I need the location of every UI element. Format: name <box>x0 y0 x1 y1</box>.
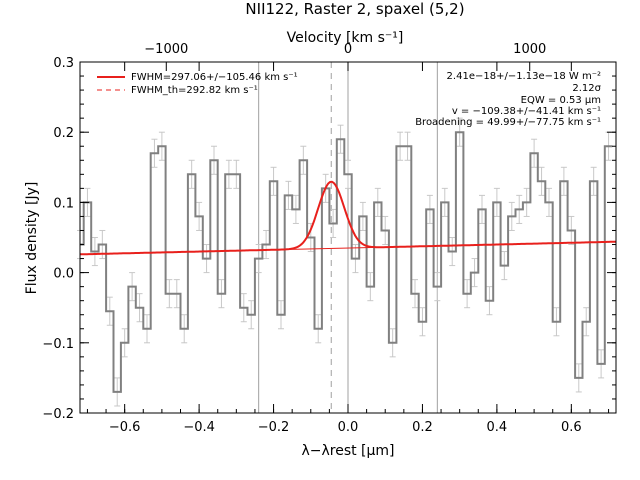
y-tick-label: 0.0 <box>53 267 74 282</box>
y-tick-label: −0.2 <box>42 407 74 422</box>
chart-title: NII122, Raster 2, spaxel (5,2) <box>245 0 464 18</box>
y-tick-label: −0.1 <box>42 337 74 352</box>
top-tick-label: 0 <box>344 42 352 57</box>
annotation-sigma: 2.12σ <box>572 83 601 94</box>
annotations: 2.41e−18+/−1.13e−18 W m⁻² 2.12σ EQW = 0.… <box>415 71 601 128</box>
annotation-eqw: EQW = 0.53 μm <box>521 95 601 106</box>
axes: −0.6 −0.4 −0.2 0.0 0.2 0.4 0.6 −1000 0 1000 −0.2 −0… <box>42 42 617 435</box>
top-axis-title: Velocity [km s⁻¹] <box>287 30 404 46</box>
legend-item-fwhm-th: FWHM_th=292.82 km s⁻¹ <box>131 85 258 96</box>
annotation-broadening: Broadening = 49.99+/−77.75 km s⁻¹ <box>415 117 601 128</box>
x-tick-label: 0.6 <box>561 420 582 435</box>
y-tick-label: 0.3 <box>53 56 74 71</box>
x-tick-label: −0.2 <box>258 420 290 435</box>
x-tick-label: −0.6 <box>109 420 141 435</box>
plot-area <box>77 62 617 413</box>
x-tick-label: −0.4 <box>183 420 215 435</box>
spectrum-series <box>80 131 613 393</box>
top-tick-label: −1000 <box>144 42 188 57</box>
x-tick-label: 0.2 <box>412 420 433 435</box>
y-tick-label: 0.1 <box>53 196 74 211</box>
top-tick-label: 1000 <box>513 42 546 57</box>
x-axis-title: λ−λrest [μm] <box>301 443 394 459</box>
x-tick-label: 0.0 <box>338 420 359 435</box>
annotation-velocity: v = −109.38+/−41.41 km s⁻¹ <box>452 106 601 117</box>
legend-item-fwhm: FWHM=297.06+/−105.46 km s⁻¹ <box>131 72 298 83</box>
legend: FWHM=297.06+/−105.46 km s⁻¹ FWHM_th=292.… <box>97 72 298 96</box>
gaussian-fit-series <box>80 180 617 256</box>
annotation-flux: 2.41e−18+/−1.13e−18 W m⁻² <box>447 71 601 82</box>
x-tick-label: 0.4 <box>487 420 508 435</box>
y-tick-label: 0.2 <box>53 126 74 141</box>
y-axis-title: Flux density [Jy] <box>24 182 40 295</box>
